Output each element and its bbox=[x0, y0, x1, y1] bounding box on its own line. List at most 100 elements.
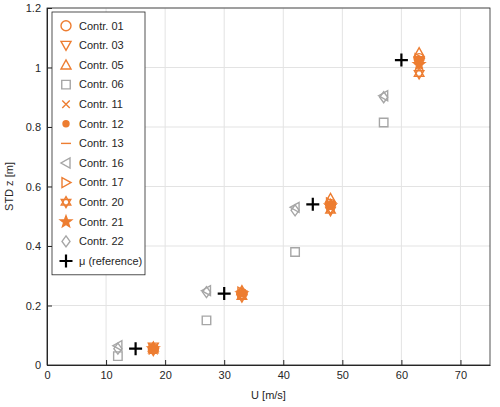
plot-background bbox=[47, 8, 490, 365]
series bbox=[148, 59, 425, 354]
tick-mark bbox=[224, 360, 225, 365]
series bbox=[149, 68, 424, 356]
legend-label: Contr. 06 bbox=[79, 78, 124, 90]
legend-marker bbox=[61, 197, 71, 208]
grid-line bbox=[47, 305, 490, 306]
point bbox=[148, 344, 158, 354]
tick-label: 1 bbox=[35, 62, 41, 74]
legend-marker bbox=[61, 41, 71, 50]
tick: 0.2 bbox=[26, 300, 52, 312]
point bbox=[218, 287, 231, 300]
tick-label: 60 bbox=[396, 369, 408, 381]
point bbox=[380, 92, 388, 103]
point bbox=[148, 343, 159, 354]
legend-marker bbox=[62, 236, 70, 247]
legend-label: Contr. 11 bbox=[79, 98, 123, 110]
tick-label: 10 bbox=[100, 369, 112, 381]
tick: 20 bbox=[160, 360, 172, 381]
legend-label: μ (reference) bbox=[79, 255, 142, 267]
grid bbox=[47, 8, 490, 365]
legend-marker bbox=[61, 60, 71, 69]
tick-mark bbox=[47, 127, 52, 128]
legend-label: Contr. 05 bbox=[79, 59, 124, 71]
legend-marker bbox=[62, 178, 71, 188]
point bbox=[395, 54, 408, 67]
point bbox=[306, 198, 319, 211]
tick-mark bbox=[283, 360, 284, 365]
legend-marker bbox=[63, 121, 69, 127]
tick-label: 0.6 bbox=[26, 181, 41, 193]
point bbox=[325, 200, 336, 211]
point bbox=[202, 316, 211, 325]
tick-mark bbox=[47, 306, 52, 307]
tick-mark bbox=[342, 360, 343, 365]
tick-mark bbox=[165, 360, 166, 365]
legend-marker bbox=[60, 216, 71, 227]
tick-label: 70 bbox=[455, 369, 467, 381]
point bbox=[236, 288, 247, 299]
tick-mark bbox=[47, 246, 52, 247]
legend-marker bbox=[61, 143, 71, 144]
tick-label: 1.2 bbox=[26, 2, 41, 14]
legend-label: Contr. 01 bbox=[79, 20, 124, 32]
series bbox=[150, 57, 422, 352]
tick-mark bbox=[47, 68, 52, 69]
series bbox=[148, 48, 424, 352]
legend-marker bbox=[62, 80, 71, 89]
tick-mark bbox=[460, 360, 461, 365]
x-axis: 0 10 20 30 40 50 60 70 bbox=[44, 360, 490, 381]
point bbox=[129, 342, 142, 355]
tick: 0 bbox=[35, 359, 52, 371]
series bbox=[114, 92, 388, 354]
point bbox=[114, 343, 122, 354]
tick: 30 bbox=[219, 360, 231, 381]
tick-label: 50 bbox=[337, 369, 349, 381]
tick: 0.8 bbox=[26, 121, 52, 133]
tick: 50 bbox=[337, 360, 349, 381]
tick-mark bbox=[401, 360, 402, 365]
series bbox=[149, 54, 424, 354]
tick-mark bbox=[47, 365, 52, 366]
tick-label: 30 bbox=[219, 369, 231, 381]
tick: 1.2 bbox=[26, 2, 52, 14]
tick-label: 0 bbox=[44, 369, 50, 381]
legend-label: Contr. 03 bbox=[79, 39, 124, 51]
legend-label: Contr. 12 bbox=[79, 118, 124, 130]
point bbox=[291, 248, 300, 257]
legend-marker bbox=[61, 158, 70, 168]
series bbox=[148, 59, 424, 349]
series bbox=[114, 118, 388, 360]
legend-label: Contr. 21 bbox=[79, 216, 124, 228]
legend-label: Contr. 22 bbox=[79, 235, 124, 247]
legend-marker bbox=[60, 255, 73, 268]
series bbox=[148, 54, 424, 354]
series bbox=[129, 54, 408, 356]
tick: 40 bbox=[278, 360, 290, 381]
tick-label: 0.2 bbox=[26, 300, 41, 312]
tick: 10 bbox=[100, 360, 112, 381]
tick: 70 bbox=[455, 360, 467, 381]
tick-label: 20 bbox=[160, 369, 172, 381]
tick-mark bbox=[106, 360, 107, 365]
axis-line bbox=[48, 365, 491, 366]
tick: 0.4 bbox=[26, 240, 52, 252]
tick: 1 bbox=[35, 62, 52, 74]
plot: 0 10 20 30 40 50 60 70 0 0.2 0.4 0.6 0.8 1 1.2 Contr. 0… bbox=[26, 2, 491, 381]
legend-marker bbox=[62, 100, 70, 108]
x-axis-title: U [m/s] bbox=[251, 389, 286, 401]
y-axis: 0 0.2 0.4 0.6 0.8 1 1.2 bbox=[26, 2, 52, 371]
tick-mark bbox=[47, 8, 52, 9]
point bbox=[413, 59, 424, 70]
tick: 0.6 bbox=[26, 181, 52, 193]
point bbox=[291, 205, 299, 216]
legend-marker bbox=[61, 21, 71, 31]
series bbox=[150, 58, 423, 353]
point bbox=[202, 287, 210, 298]
chart: 0 10 20 30 40 50 60 70 0 0.2 0.4 0.6 0.8 1 1.2 Contr. 0… bbox=[0, 0, 500, 407]
point bbox=[379, 118, 388, 127]
y-axis-title: STD z [m] bbox=[3, 162, 15, 211]
legend-label: Contr. 13 bbox=[79, 137, 124, 149]
legend-label: Contr. 17 bbox=[79, 176, 124, 188]
tick-mark bbox=[47, 187, 52, 188]
tick-label: 40 bbox=[278, 369, 290, 381]
